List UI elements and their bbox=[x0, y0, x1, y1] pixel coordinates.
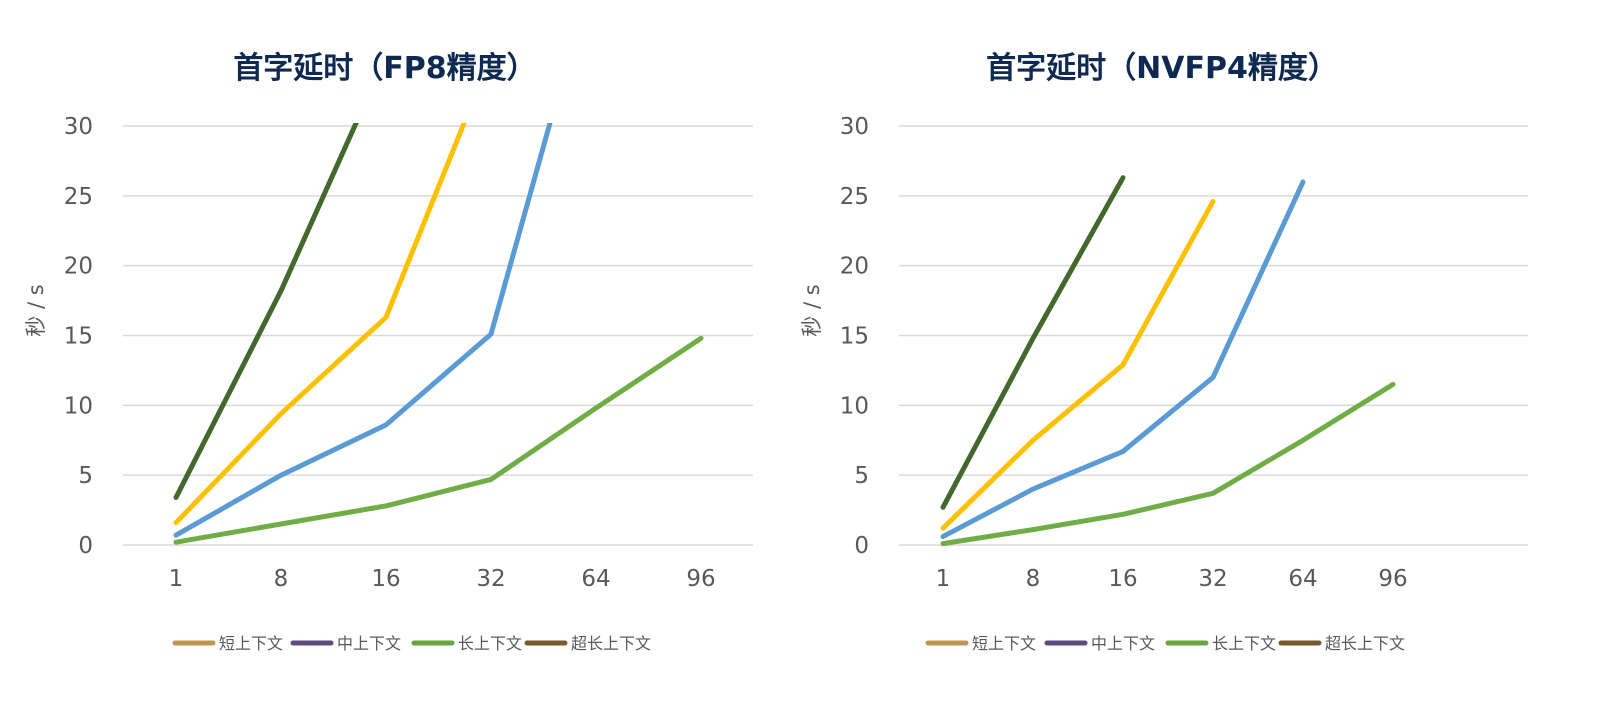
x-tick-label: 96 bbox=[1378, 566, 1407, 592]
y-tick-label: 5 bbox=[854, 463, 869, 489]
y-tick-label: 10 bbox=[64, 393, 93, 419]
y-tick-label: 5 bbox=[78, 463, 93, 489]
legend-label: 长上下文 bbox=[458, 634, 522, 653]
series-line-4 bbox=[173, 123, 359, 500]
y-axis-label: 秒 / s bbox=[24, 284, 48, 336]
legend: 短上下文 中上下文 长上下文 超长上下文 bbox=[925, 634, 1405, 653]
legend-label: 长上下文 bbox=[1212, 634, 1276, 653]
legend-label: 超长上下文 bbox=[571, 634, 651, 653]
series-lines bbox=[173, 123, 704, 545]
chart-panel-1: 首字延时（FP8精度） 0 5 10 15 20 25 30 1 8 16 32 64 96 秒 / s 短上… bbox=[24, 51, 753, 653]
series-line-1 bbox=[173, 335, 704, 545]
series-line-2 bbox=[940, 179, 1306, 540]
legend-label: 中上下文 bbox=[337, 634, 401, 653]
x-tick-label: 64 bbox=[581, 566, 610, 592]
x-tick-label: 8 bbox=[274, 566, 289, 592]
chart-panel-2: 首字延时（NVFP4精度） 0 5 10 15 20 25 30 1 8 16 32 64 96 秒 / s… bbox=[800, 51, 1528, 653]
y-tick-label: 20 bbox=[840, 254, 869, 280]
y-tick-label: 25 bbox=[64, 184, 93, 210]
chart-title: 首字延时（NVFP4精度） bbox=[986, 51, 1338, 86]
legend-label: 中上下文 bbox=[1091, 634, 1155, 653]
y-tick-label: 0 bbox=[78, 533, 93, 559]
x-tick-label: 32 bbox=[1198, 566, 1227, 592]
x-tick-label: 1 bbox=[169, 566, 184, 592]
x-tick-label: 32 bbox=[476, 566, 505, 592]
chart-title: 首字延时（FP8精度） bbox=[233, 51, 536, 86]
y-tick-label: 15 bbox=[840, 324, 869, 350]
legend-label: 超长上下文 bbox=[1325, 634, 1405, 653]
x-tick-label: 64 bbox=[1288, 566, 1317, 592]
x-tick-label: 16 bbox=[371, 566, 400, 592]
series-line-3 bbox=[940, 198, 1216, 531]
y-tick-label: 15 bbox=[64, 324, 93, 350]
x-tick-label: 8 bbox=[1026, 566, 1041, 592]
y-tick-label: 20 bbox=[64, 254, 93, 280]
y-tick-label: 10 bbox=[840, 393, 869, 419]
legend: 短上下文 中上下文 长上下文 超长上下文 bbox=[172, 634, 651, 653]
y-tick-label: 0 bbox=[854, 533, 869, 559]
series-lines bbox=[940, 175, 1396, 547]
legend-label: 短上下文 bbox=[219, 634, 283, 653]
y-axis-label: 秒 / s bbox=[800, 284, 824, 336]
series-line-3 bbox=[173, 123, 467, 526]
series-line-1 bbox=[940, 381, 1396, 547]
x-tick-label: 1 bbox=[936, 566, 951, 592]
series-line-4 bbox=[940, 175, 1126, 510]
legend-label: 短上下文 bbox=[972, 634, 1036, 653]
x-tick-label: 16 bbox=[1108, 566, 1137, 592]
x-tick-label: 96 bbox=[686, 566, 715, 592]
series-line-2 bbox=[173, 123, 553, 538]
y-tick-label: 30 bbox=[64, 114, 93, 140]
y-tick-label: 25 bbox=[840, 184, 869, 210]
y-tick-label: 30 bbox=[840, 114, 869, 140]
